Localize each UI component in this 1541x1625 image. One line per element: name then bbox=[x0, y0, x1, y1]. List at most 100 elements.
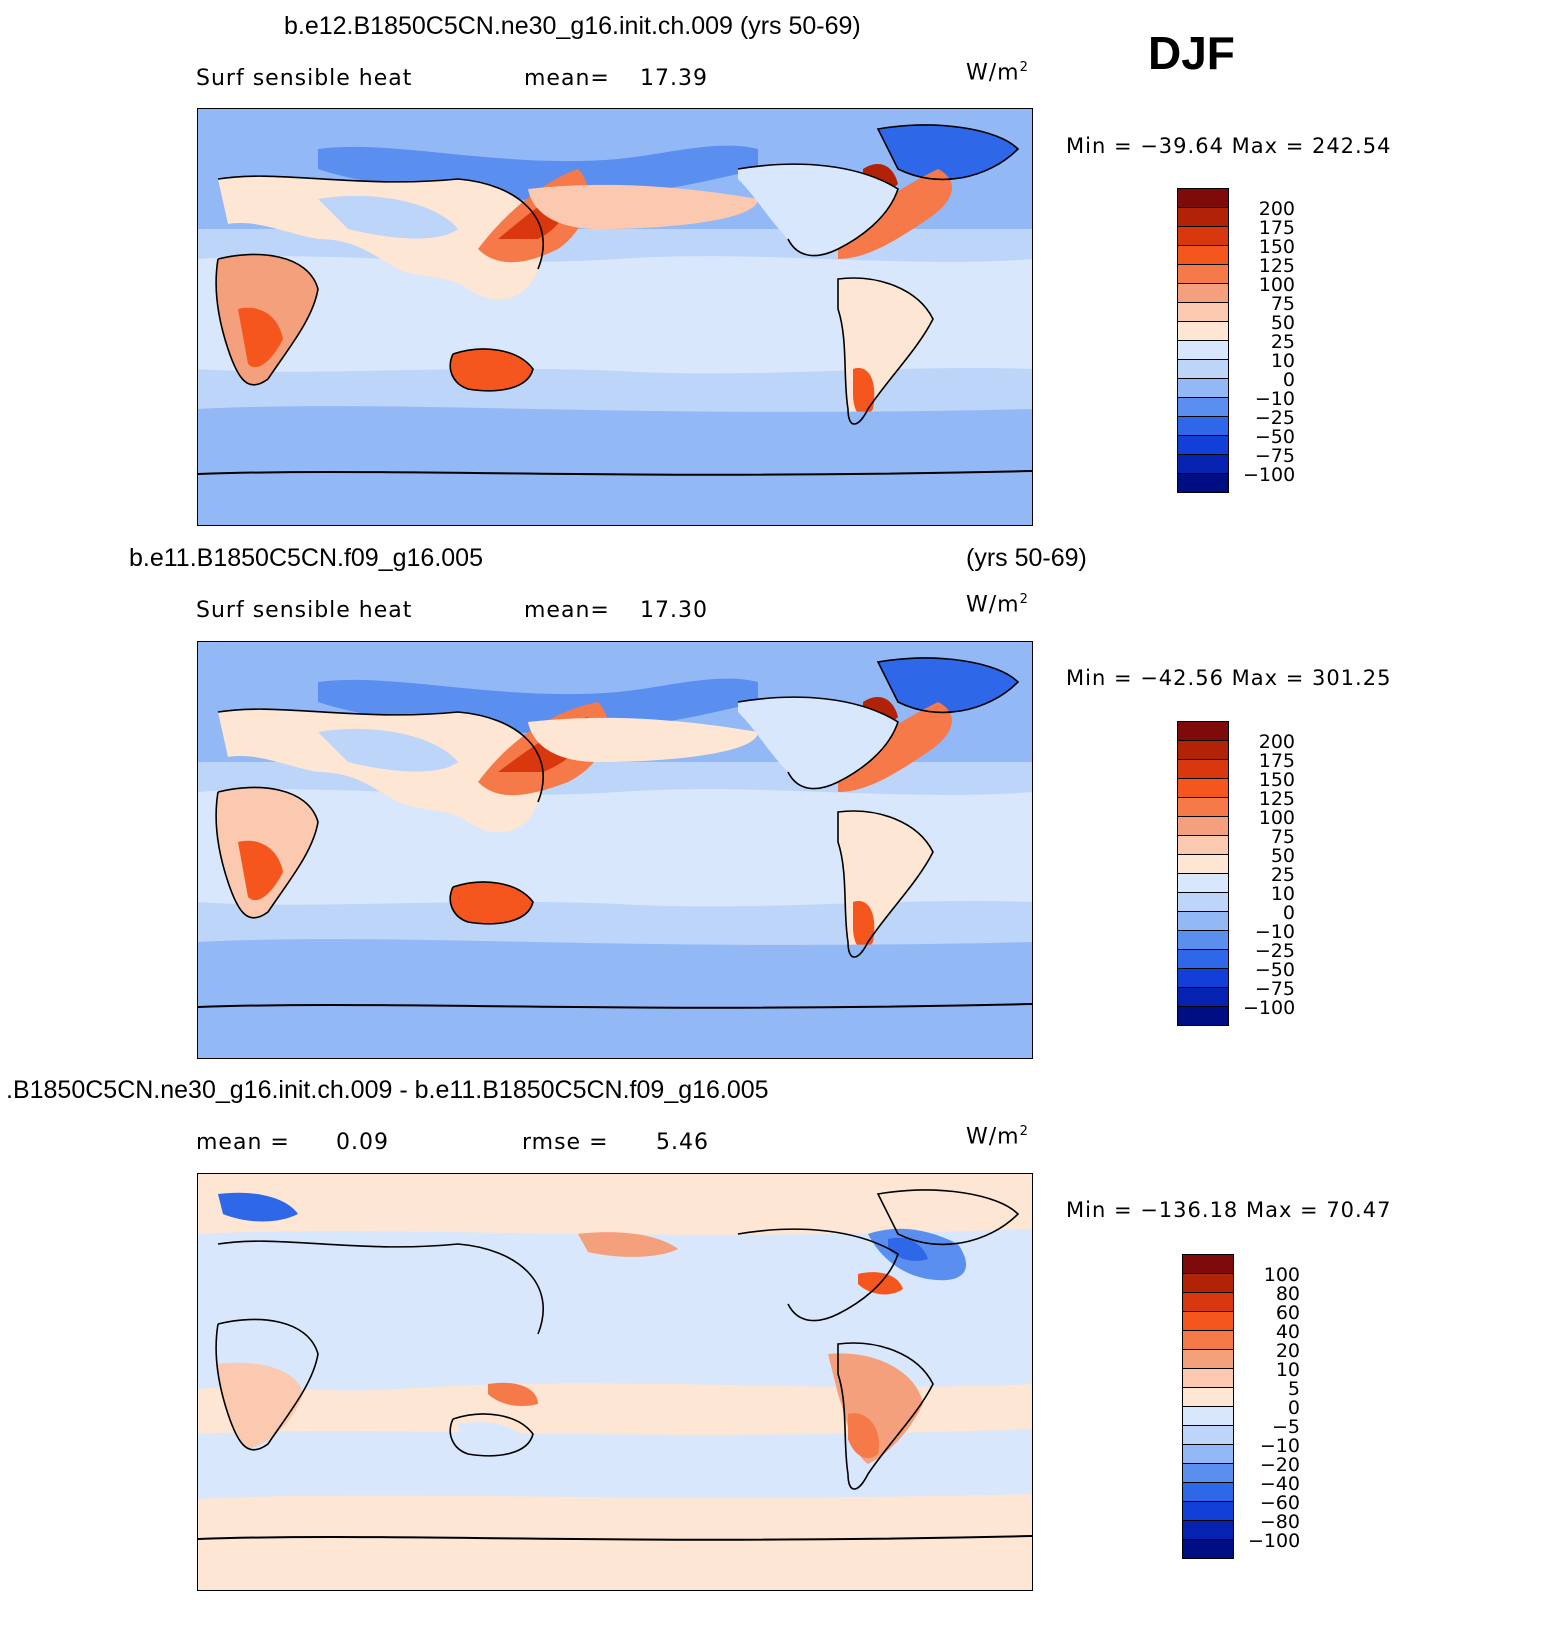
colorbar-label: 10 bbox=[1270, 883, 1295, 905]
panel1-units: W/m2 bbox=[966, 60, 1029, 86]
panel1-mean-value: 17.39 bbox=[640, 66, 708, 91]
colorbar-swatch bbox=[1177, 778, 1229, 798]
colorbar-swatch bbox=[1177, 454, 1229, 474]
colorbar-label: 0 bbox=[1282, 369, 1295, 391]
panel3-colorbar: 100 80 60 40 20 10 5 0 −5 −10 −20 −40 −60 −80 −100 bbox=[1182, 1254, 1300, 1559]
colorbar-label: 40 bbox=[1275, 1321, 1300, 1343]
colorbar-label: −20 bbox=[1259, 1454, 1300, 1476]
colorbar-swatch bbox=[1177, 892, 1229, 912]
colorbar-swatch bbox=[1177, 854, 1229, 874]
colorbar-swatch bbox=[1182, 1292, 1234, 1312]
colorbar-label: 5 bbox=[1287, 1378, 1300, 1400]
colorbar-swatch bbox=[1182, 1406, 1234, 1426]
panel1-colorbar: 200 175 150 125 100 75 50 25 10 0 −10 −25 −50 −75 −100 bbox=[1177, 188, 1295, 493]
colorbar-label: −80 bbox=[1259, 1511, 1300, 1533]
colorbar-swatch bbox=[1177, 378, 1229, 398]
panel2-title-years: (yrs 50-69) bbox=[966, 544, 1087, 572]
colorbar-label: 200 bbox=[1258, 198, 1295, 220]
panel3-units: W/m2 bbox=[966, 1124, 1029, 1150]
colorbar-swatch bbox=[1182, 1273, 1234, 1293]
colorbar-swatch bbox=[1182, 1311, 1234, 1331]
season-label: DJF bbox=[1148, 27, 1235, 79]
colorbar-label: 175 bbox=[1258, 217, 1295, 239]
panel2-title: b.e11.B1850C5CN.f09_g16.005 bbox=[129, 544, 483, 572]
colorbar-swatch bbox=[1177, 797, 1229, 817]
panel3-rmse-label: rmse = bbox=[522, 1130, 609, 1155]
panel2-mean-value: 17.30 bbox=[640, 598, 708, 623]
colorbar-label: −100 bbox=[1243, 997, 1296, 1019]
colorbar-swatch bbox=[1182, 1444, 1234, 1464]
colorbar-swatch bbox=[1182, 1501, 1234, 1521]
colorbar-label: −60 bbox=[1259, 1492, 1300, 1514]
colorbar-swatch bbox=[1182, 1387, 1234, 1407]
colorbar-label: 150 bbox=[1258, 236, 1295, 258]
colorbar-label: −100 bbox=[1243, 464, 1296, 486]
panel3-map bbox=[197, 1173, 1033, 1591]
colorbar-swatch bbox=[1182, 1482, 1234, 1502]
panel1-map-graphic bbox=[198, 109, 1032, 525]
colorbar-label: −75 bbox=[1254, 445, 1295, 467]
colorbar-swatch bbox=[1182, 1349, 1234, 1369]
colorbar-swatch bbox=[1177, 359, 1229, 379]
colorbar-swatch bbox=[1177, 435, 1229, 455]
colorbar-swatch bbox=[1177, 816, 1229, 836]
colorbar-label: 125 bbox=[1258, 255, 1295, 277]
panel3-map-graphic bbox=[198, 1174, 1032, 1590]
colorbar-swatch bbox=[1177, 873, 1229, 893]
colorbar-label: −25 bbox=[1254, 407, 1295, 429]
colorbar-swatch bbox=[1177, 302, 1229, 322]
colorbar-label: −75 bbox=[1254, 978, 1295, 1000]
panel3-title: .B1850C5CN.ne30_g16.init.ch.009 - b.e11.… bbox=[6, 1076, 769, 1104]
panel2-colorbar: 200 175 150 125 100 75 50 25 10 0 −10 −25 −50 −75 −100 bbox=[1177, 721, 1295, 1026]
colorbar-swatch bbox=[1177, 949, 1229, 969]
colorbar-label: 175 bbox=[1258, 750, 1295, 772]
colorbar-swatch bbox=[1177, 721, 1229, 741]
colorbar-label: 80 bbox=[1275, 1283, 1300, 1305]
colorbar-label: −50 bbox=[1254, 426, 1295, 448]
colorbar-label: 60 bbox=[1275, 1302, 1300, 1324]
colorbar-label: 0 bbox=[1282, 902, 1295, 924]
panel1-mean-label: mean= bbox=[524, 66, 610, 91]
colorbar-label: 25 bbox=[1270, 864, 1295, 886]
colorbar-label: 75 bbox=[1270, 826, 1295, 848]
colorbar-swatch bbox=[1177, 835, 1229, 855]
colorbar-swatch bbox=[1182, 1463, 1234, 1483]
colorbar-swatch bbox=[1177, 264, 1229, 284]
colorbar-swatch bbox=[1182, 1425, 1234, 1445]
colorbar-label: 100 bbox=[1263, 1264, 1300, 1286]
colorbar-label: 10 bbox=[1275, 1359, 1300, 1381]
colorbar-label: 20 bbox=[1275, 1340, 1300, 1362]
colorbar-swatch bbox=[1177, 1006, 1229, 1026]
colorbar-label: 10 bbox=[1270, 350, 1295, 372]
colorbar-label: 200 bbox=[1258, 731, 1295, 753]
panel2-mean-label: mean= bbox=[524, 598, 610, 623]
colorbar-swatch bbox=[1177, 340, 1229, 360]
colorbar-swatch bbox=[1177, 987, 1229, 1007]
colorbar-swatch bbox=[1177, 226, 1229, 246]
colorbar-label: −25 bbox=[1254, 940, 1295, 962]
colorbar-swatch bbox=[1177, 416, 1229, 436]
panel2-map-graphic bbox=[198, 642, 1032, 1058]
colorbar-label: 25 bbox=[1270, 331, 1295, 353]
colorbar-swatch bbox=[1182, 1368, 1234, 1388]
colorbar-swatch bbox=[1177, 245, 1229, 265]
colorbar-swatch bbox=[1177, 207, 1229, 227]
colorbar-swatch bbox=[1177, 911, 1229, 931]
panel3-rmse-value: 5.46 bbox=[656, 1130, 709, 1155]
colorbar-label: −5 bbox=[1271, 1416, 1300, 1438]
colorbar-label: 0 bbox=[1287, 1397, 1300, 1419]
panel3-mean-label: mean = bbox=[196, 1130, 290, 1155]
panel1-map bbox=[197, 108, 1033, 526]
panel1-minmax: Min = −39.64 Max = 242.54 bbox=[1066, 134, 1392, 158]
colorbar-swatch bbox=[1177, 397, 1229, 417]
colorbar-label: 150 bbox=[1258, 769, 1295, 791]
colorbar-swatch bbox=[1177, 968, 1229, 988]
colorbar-label: 100 bbox=[1258, 807, 1295, 829]
colorbar-label: 75 bbox=[1270, 293, 1295, 315]
colorbar-swatch bbox=[1182, 1520, 1234, 1540]
colorbar-label: −10 bbox=[1254, 921, 1295, 943]
colorbar-label: −40 bbox=[1259, 1473, 1300, 1495]
colorbar-label: 125 bbox=[1258, 788, 1295, 810]
colorbar-label: −10 bbox=[1259, 1435, 1300, 1457]
colorbar-label: −10 bbox=[1254, 388, 1295, 410]
